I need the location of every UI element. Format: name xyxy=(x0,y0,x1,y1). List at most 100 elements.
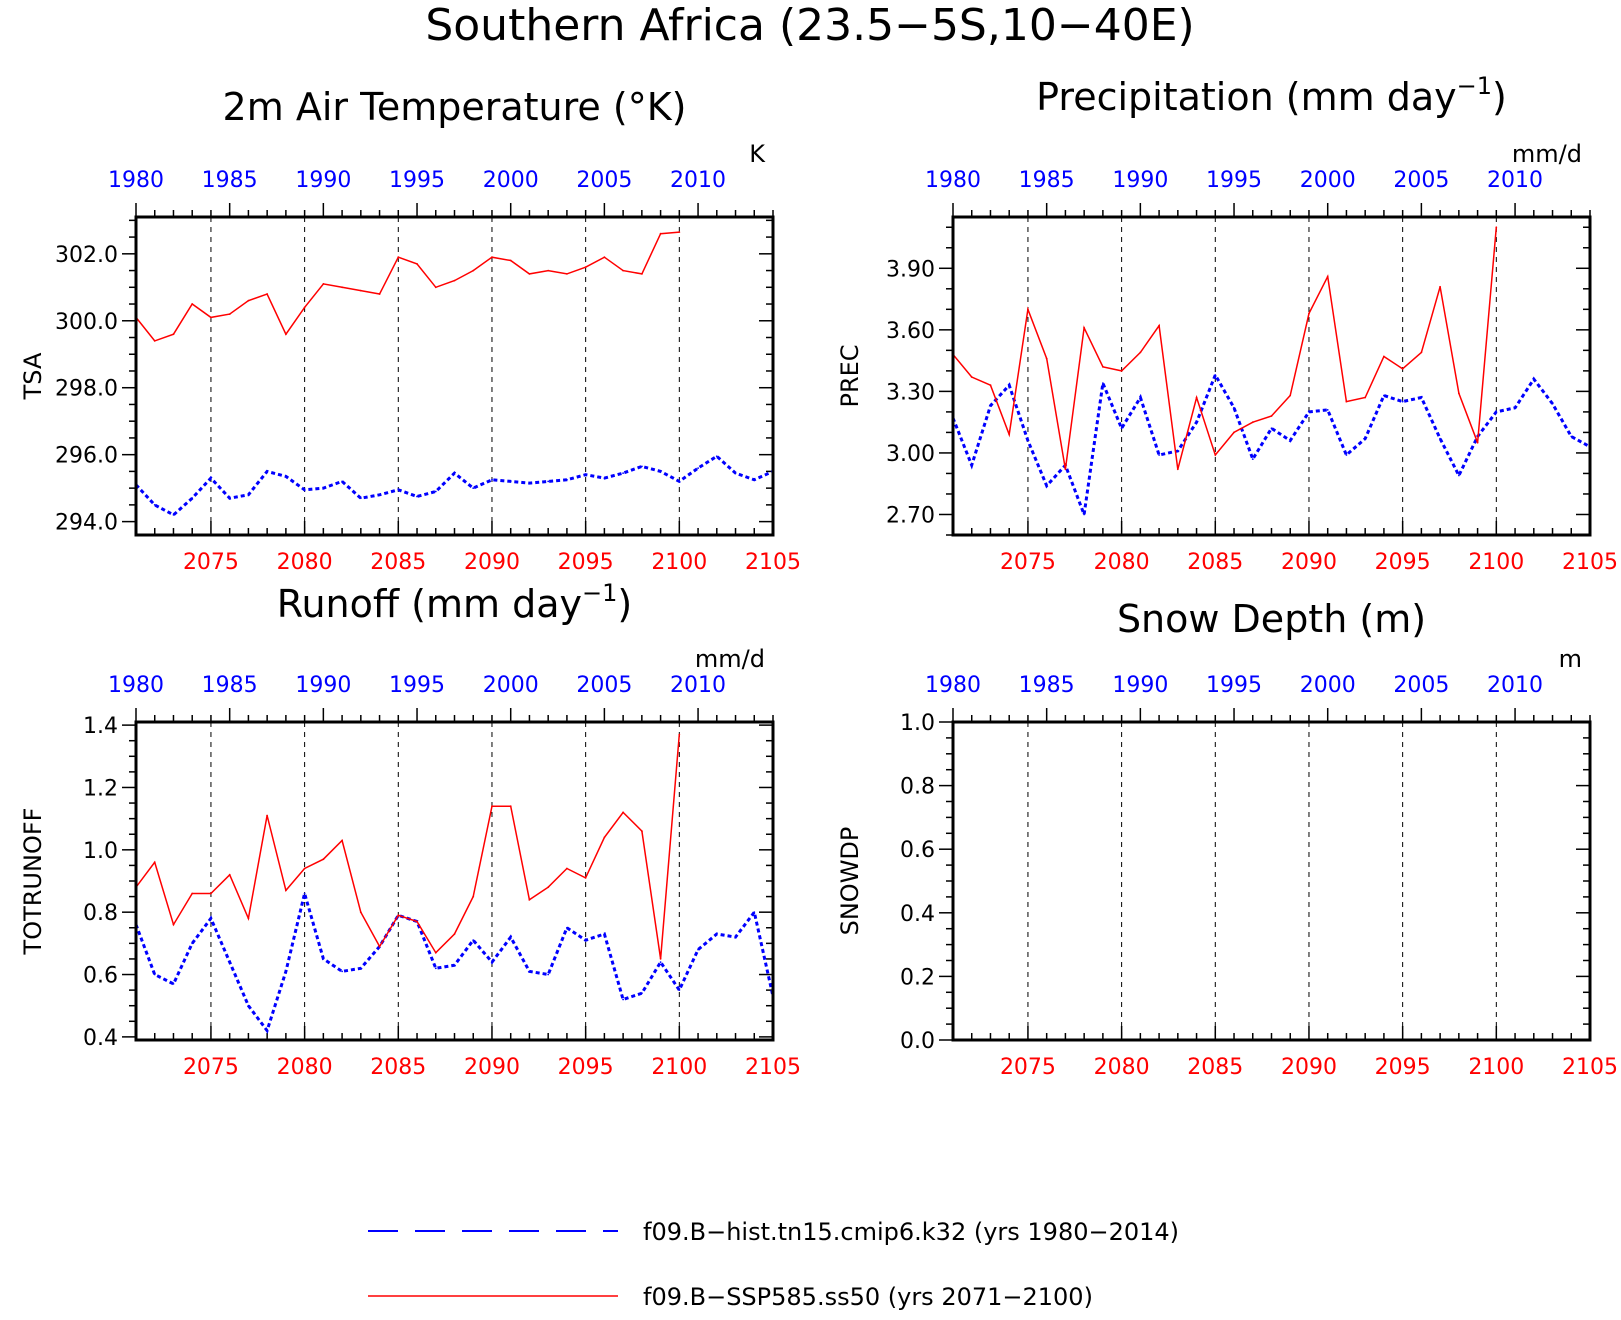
bottom-tick-label: 2085 xyxy=(370,1055,426,1080)
data-point xyxy=(1195,421,1198,424)
data-point xyxy=(153,504,156,506)
y-axis-label: SNOWDP xyxy=(836,827,864,936)
plot-frame xyxy=(134,215,775,537)
data-point xyxy=(210,316,212,319)
data-point xyxy=(247,493,250,496)
data-point xyxy=(734,936,737,938)
bottom-tick-label: 2090 xyxy=(464,550,520,575)
data-point xyxy=(528,482,531,484)
bottom-tick-label: 2100 xyxy=(651,550,707,575)
data-point xyxy=(641,465,643,468)
plot-frame xyxy=(951,720,1592,1042)
panel-title: Runoff (mm day−1) xyxy=(277,579,632,626)
data-point xyxy=(434,967,437,970)
top-tick-label: 1985 xyxy=(202,673,258,698)
data-point xyxy=(1064,468,1067,471)
data-point xyxy=(341,970,343,973)
series-ssp585 xyxy=(953,226,1498,471)
series-line xyxy=(136,231,680,342)
data-point xyxy=(191,303,194,305)
bottom-tick-label: 2075 xyxy=(183,1055,239,1080)
data-point xyxy=(547,480,550,483)
data-point xyxy=(1364,396,1367,399)
data-point xyxy=(1420,351,1423,354)
data-point xyxy=(285,475,287,478)
top-tick-label: 2010 xyxy=(670,168,726,193)
data-point xyxy=(416,263,418,265)
y-axis-label: TOTRUNOFF xyxy=(19,808,47,956)
data-point xyxy=(266,470,268,473)
data-point xyxy=(1083,513,1085,516)
y-tick-label: 3.00 xyxy=(886,442,935,467)
data-point xyxy=(434,490,437,493)
data-point xyxy=(989,404,992,407)
bottom-tick-label: 2075 xyxy=(1000,550,1056,575)
bottom-tick-label: 2105 xyxy=(745,550,801,575)
series-hist xyxy=(136,887,773,1034)
data-point xyxy=(715,933,718,935)
y-tick-label: 0.4 xyxy=(83,1026,118,1051)
data-point xyxy=(1027,308,1029,311)
data-point xyxy=(1495,411,1498,413)
data-point xyxy=(472,269,475,272)
bottom-tick-label: 2085 xyxy=(370,550,426,575)
bottom-tick-label: 2080 xyxy=(277,550,333,575)
top-tick-label: 1995 xyxy=(1206,168,1262,193)
series-ssp585 xyxy=(136,231,681,342)
data-point xyxy=(1176,468,1179,471)
panel-tsa: 2m Air Temperature (°K) K TSA 294.0 296.0 298… xyxy=(19,85,801,575)
data-point xyxy=(228,873,231,876)
series-line xyxy=(136,454,773,517)
data-point xyxy=(603,836,606,839)
bottom-tick-label: 2075 xyxy=(1000,1055,1056,1080)
data-point xyxy=(378,945,381,948)
y-tick-label: 3.90 xyxy=(886,257,935,282)
data-point xyxy=(641,830,643,832)
data-point xyxy=(359,497,362,500)
bottom-tick-label: 2105 xyxy=(1562,550,1618,575)
data-point xyxy=(453,279,456,282)
data-point xyxy=(509,936,512,938)
bottom-tick-label: 2090 xyxy=(1281,1055,1337,1080)
y-tick-label: 2.70 xyxy=(886,503,935,528)
y-tick-label: 294.0 xyxy=(55,511,118,536)
top-tick-label: 2010 xyxy=(670,673,726,698)
data-point xyxy=(509,480,512,483)
data-point xyxy=(491,478,493,481)
bottom-tick-label: 2085 xyxy=(1187,550,1243,575)
data-point xyxy=(247,1004,250,1007)
data-point xyxy=(1326,409,1329,411)
data-point xyxy=(1514,406,1516,409)
data-point xyxy=(603,477,606,479)
data-point xyxy=(509,259,512,262)
data-point xyxy=(303,892,306,895)
panel-runoff: Runoff (mm day−1) mm/d TOTRUNOFF 0.4 0.6 0.8 1… xyxy=(19,579,801,1080)
data-point xyxy=(697,948,699,951)
data-point xyxy=(1233,406,1235,409)
bottom-tick-label: 2100 xyxy=(1468,1055,1524,1080)
data-point xyxy=(191,497,194,500)
panel-title-sup: −1 xyxy=(1457,72,1492,100)
data-point xyxy=(1439,437,1441,440)
data-point xyxy=(566,926,568,929)
y-tick-label: 0.2 xyxy=(900,965,935,990)
data-point xyxy=(266,814,268,817)
panel-title: 2m Air Temperature (°K) xyxy=(223,85,687,129)
data-point xyxy=(266,293,268,295)
data-point xyxy=(285,333,287,336)
data-point xyxy=(285,970,287,973)
data-point xyxy=(1383,394,1385,397)
series-hist xyxy=(953,371,1590,516)
y-tick-label: 1.0 xyxy=(900,711,935,736)
data-point xyxy=(659,470,662,473)
y-tick-label: 0.8 xyxy=(83,901,118,926)
data-point xyxy=(1383,355,1385,358)
y-tick-label: 0.0 xyxy=(900,1029,935,1054)
bottom-tick-label: 2100 xyxy=(1468,550,1524,575)
top-tick-label: 1985 xyxy=(1019,168,1075,193)
data-point xyxy=(1120,370,1123,372)
bottom-tick-label: 2105 xyxy=(745,1055,801,1080)
y-tick-label: 298.0 xyxy=(55,377,118,402)
bottom-tick-label: 2080 xyxy=(1094,550,1150,575)
data-point xyxy=(1458,474,1460,477)
